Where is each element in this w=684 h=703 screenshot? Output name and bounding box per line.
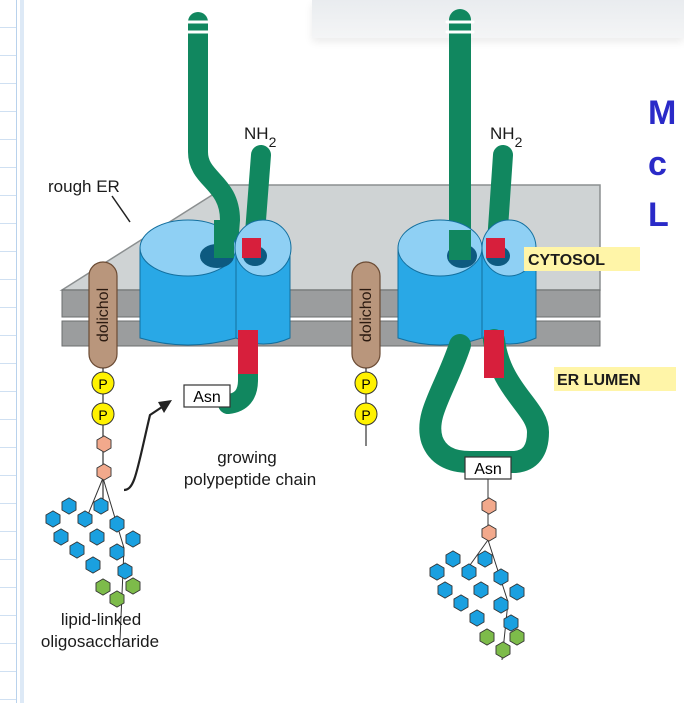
top-toolbar-shadow xyxy=(312,0,684,38)
asn-box-right: Asn xyxy=(464,456,512,480)
slide-title-line-3: L xyxy=(648,196,669,234)
phosphate-chain-center: P P xyxy=(354,368,378,446)
phosphate-left-1: P xyxy=(98,376,107,392)
growing-chain-label-line1: growing xyxy=(217,448,277,467)
oligosaccharide-right xyxy=(429,478,525,661)
phosphate-left-2: P xyxy=(98,407,107,423)
cytosol-label: CYTOSOL xyxy=(528,252,605,269)
dolichol-left-label: dolichol xyxy=(95,288,112,342)
er-lumen-label: ER LUMEN xyxy=(557,372,641,389)
asn-box-left: Asn xyxy=(183,384,231,408)
slide-title-line-2: c xyxy=(648,145,667,183)
rough-er-label: rough ER xyxy=(48,177,120,196)
slide-title-fragment: M c L xyxy=(648,88,684,241)
asn-left-label: Asn xyxy=(193,389,221,406)
oligosaccharide-left xyxy=(45,425,141,641)
transfer-arrow xyxy=(123,400,172,492)
dolichol-center: dolichol xyxy=(351,261,381,369)
dolichol-left: dolichol xyxy=(88,261,118,369)
asn-right-label: Asn xyxy=(474,461,502,478)
lipid-linked-label-line2: oligosaccharide xyxy=(41,632,159,651)
slide-title-line-1: M xyxy=(648,94,677,132)
lipid-linked-label-line1: lipid-linked xyxy=(61,610,141,629)
polypeptide-left-through xyxy=(214,220,261,414)
cytosol-highlight xyxy=(524,247,640,271)
growing-chain-label-line2: polypeptide chain xyxy=(184,470,316,489)
notebook-grid-strip xyxy=(0,0,17,703)
er-lumen-highlight xyxy=(554,367,676,391)
notebook-grid-margin xyxy=(20,0,24,703)
phosphate-center-1: P xyxy=(361,376,370,392)
rough-er-pointer-line xyxy=(111,195,131,223)
phosphate-center-2: P xyxy=(361,407,370,423)
dolichol-center-label: dolichol xyxy=(358,288,375,342)
